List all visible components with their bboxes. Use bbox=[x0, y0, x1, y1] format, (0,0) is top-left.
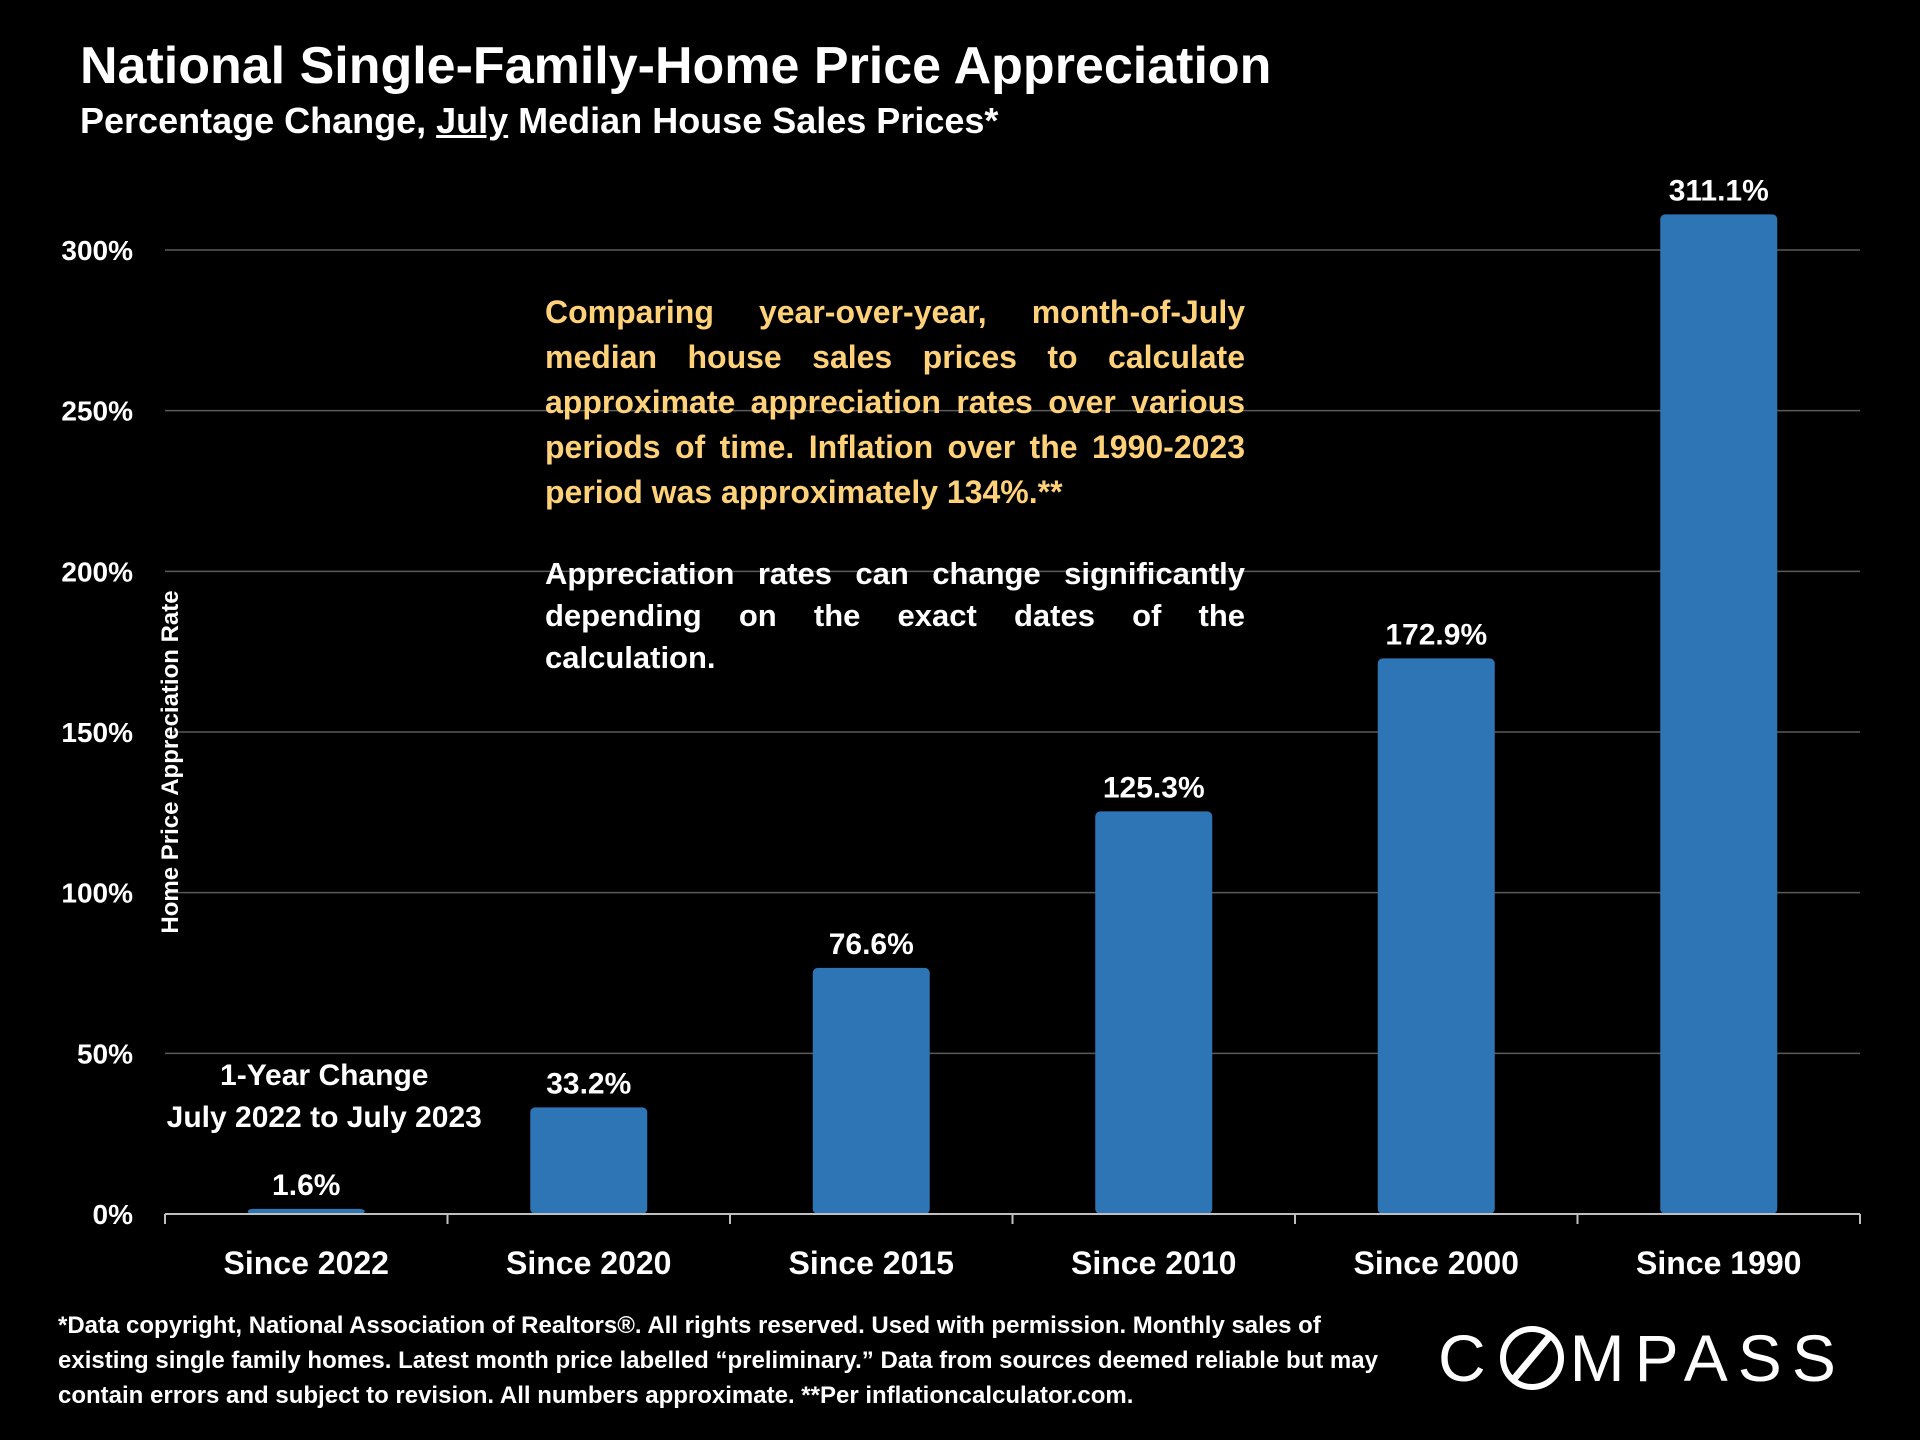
bar-since-2020 bbox=[530, 1107, 648, 1214]
x-tick-label: Since 2015 bbox=[789, 1245, 954, 1281]
y-axis-label: Home Price Appreciation Rate bbox=[157, 590, 184, 933]
bar-value-label: 1.6% bbox=[272, 1169, 340, 1202]
logo-letter-c: C bbox=[1438, 1321, 1496, 1395]
bar-value-label: 76.6% bbox=[829, 928, 914, 961]
bar-value-label: 33.2% bbox=[546, 1067, 631, 1100]
bar-chart: 0% 50% 100% 150% 200% 250% 300% Home Price Appr… bbox=[61, 174, 1861, 1281]
bar-value-label: 311.1% bbox=[1669, 174, 1769, 207]
callout-paragraph-1: Comparing year-over-year, month-of-July … bbox=[545, 294, 1245, 510]
y-tick-label-250: 250% bbox=[61, 396, 133, 427]
x-tick-label: Since 2010 bbox=[1071, 1245, 1236, 1281]
y-tick-label-100: 100% bbox=[61, 878, 133, 909]
subtitle-part-july: July bbox=[436, 100, 509, 141]
compass-logo: C MPASS bbox=[1438, 1320, 1846, 1396]
logo-letters-mpass: MPASS bbox=[1569, 1321, 1846, 1395]
subtitle-part-1: Percentage Change, bbox=[80, 100, 437, 141]
x-tick-label: Since 2000 bbox=[1354, 1245, 1519, 1281]
first-bar-annotation-line-2: July 2022 to July 2023 bbox=[167, 1101, 482, 1134]
bar-since-2010 bbox=[1095, 811, 1213, 1214]
bar-since-1990 bbox=[1660, 214, 1778, 1214]
y-tick-label-0: 0% bbox=[93, 1199, 134, 1230]
footnote: *Data copyright, National Association of… bbox=[58, 1312, 1378, 1409]
first-bar-annotation-line-1: 1-Year Change bbox=[220, 1059, 428, 1092]
x-tick-label: Since 2022 bbox=[224, 1245, 389, 1281]
chart-subtitle: Percentage Change, July Median House Sal… bbox=[80, 100, 998, 142]
chart-title: National Single-Family-Home Price Apprec… bbox=[80, 37, 1272, 95]
bar-since-2000 bbox=[1377, 658, 1495, 1214]
callout-box: Comparing year-over-year, month-of-July … bbox=[545, 290, 1245, 679]
x-tick-label: Since 1990 bbox=[1636, 1245, 1801, 1281]
callout-paragraph-2: Appreciation rates can change significan… bbox=[545, 556, 1245, 675]
bar-value-label: 172.9% bbox=[1385, 618, 1487, 651]
logo-o-icon bbox=[1499, 1326, 1564, 1390]
bar-since-2015 bbox=[812, 967, 930, 1214]
y-tick-label-200: 200% bbox=[61, 556, 133, 587]
y-tick-label-150: 150% bbox=[61, 717, 133, 748]
x-tick-label: Since 2020 bbox=[506, 1245, 671, 1281]
y-tick-label-300: 300% bbox=[61, 235, 133, 266]
subtitle-part-3: Median House Sales Prices* bbox=[508, 100, 999, 141]
y-tick-label-50: 50% bbox=[77, 1038, 133, 1069]
bar-since-2022 bbox=[247, 1208, 365, 1214]
bar-value-label: 125.3% bbox=[1103, 771, 1205, 804]
